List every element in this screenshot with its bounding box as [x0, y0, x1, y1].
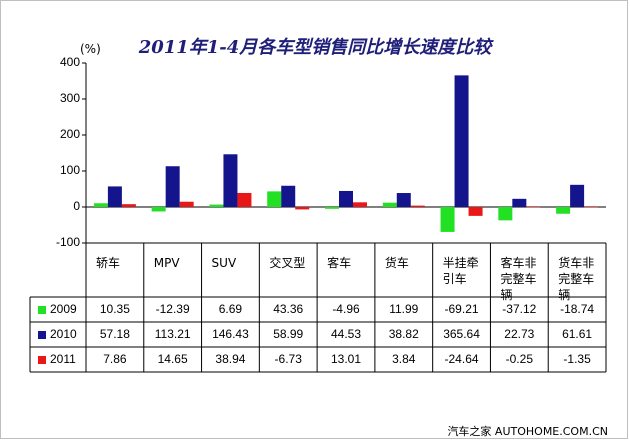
- category-label: 客车非完整车辆: [500, 256, 537, 302]
- category-label: 轿车: [96, 256, 121, 270]
- bar-2011-0: [121, 204, 136, 207]
- table-value: -0.25: [505, 352, 533, 366]
- bar-2009-7: [498, 207, 513, 221]
- bar-2010-2: [223, 154, 238, 207]
- y-tick-label: 200: [59, 127, 80, 141]
- bar-2009-1: [151, 207, 166, 212]
- table-value: 58.99: [273, 327, 304, 341]
- bar-2010-0: [107, 186, 122, 207]
- category-label: MPV: [153, 256, 180, 270]
- bar-2010-8: [570, 184, 585, 207]
- table-value: 13.01: [330, 352, 361, 366]
- category-label: 半挂牵引车: [442, 256, 479, 286]
- table-value: 38.82: [388, 327, 419, 341]
- table-value: -69.21: [444, 302, 479, 316]
- legend-label-2011: 2011: [50, 352, 76, 366]
- table-value: 22.73: [504, 327, 535, 341]
- legend-label-2009: 2009: [50, 302, 77, 316]
- legend-label-2010: 2010: [50, 327, 77, 341]
- table-value: 113.21: [154, 327, 191, 341]
- legend-key-2009: [38, 306, 46, 314]
- table-value: 10.35: [99, 302, 130, 316]
- table-value: 43.36: [273, 302, 304, 316]
- table-value: 14.65: [157, 352, 188, 366]
- bar-2011-8: [584, 207, 599, 208]
- bar-2011-5: [410, 205, 425, 207]
- y-tick-label: -100: [55, 235, 80, 249]
- table-value: 44.53: [330, 327, 361, 341]
- category-label: 客车: [327, 256, 352, 270]
- table-value: 365.64: [443, 327, 480, 341]
- table-value: -37.12: [502, 302, 537, 316]
- bar-2011-6: [468, 207, 483, 216]
- table-value: 146.43: [212, 327, 249, 341]
- bar-2009-8: [556, 207, 571, 214]
- table-value: 7.86: [103, 352, 127, 366]
- table-value: 61.61: [562, 327, 593, 341]
- y-axis-unit: (%): [80, 42, 101, 56]
- table-value: 38.94: [215, 352, 246, 366]
- table-value: 3.84: [392, 352, 416, 366]
- bar-2010-6: [454, 75, 469, 207]
- bar-2009-0: [93, 203, 108, 207]
- bar-2009-4: [325, 207, 339, 209]
- bar-2011-3: [295, 207, 310, 210]
- bar-2010-5: [396, 193, 411, 207]
- category-label: SUV: [211, 256, 237, 270]
- bar-2011-4: [353, 202, 367, 207]
- legend-key-2011: [38, 356, 46, 364]
- table-value: -1.35: [563, 352, 591, 366]
- bar-2009-3: [267, 191, 282, 207]
- bar-2009-5: [382, 202, 397, 207]
- bar-2010-1: [165, 166, 180, 207]
- table-value: 11.99: [389, 302, 419, 316]
- bar-2009-6: [440, 207, 455, 232]
- bar-2011-7: [526, 207, 541, 208]
- bar-2011-2: [237, 192, 252, 207]
- watermark: 汽车之家 AUTOHOME.COM.CN: [447, 425, 608, 438]
- category-label: 货车: [384, 256, 409, 270]
- bar-2011-1: [179, 201, 194, 207]
- bar-2010-4: [339, 190, 353, 207]
- bar-2009-2: [209, 204, 224, 207]
- bar-2010-3: [281, 185, 296, 207]
- table-value: -12.39: [155, 302, 190, 316]
- category-label: 货车非完整车辆: [558, 256, 595, 302]
- table-value: -4.96: [332, 302, 360, 316]
- table-value: 57.18: [99, 327, 130, 341]
- legend-key-2010: [38, 331, 46, 339]
- table-value: -6.73: [274, 352, 302, 366]
- table-value: 6.69: [218, 302, 243, 316]
- table-value: -18.74: [560, 302, 595, 316]
- y-tick-label: 400: [59, 55, 80, 69]
- y-tick-label: 100: [59, 163, 80, 177]
- chart-title: 2011年1-4月各车型销售同比增长速度比较: [138, 37, 492, 58]
- y-tick-label: 0: [73, 199, 80, 213]
- category-label: 交叉型: [269, 256, 306, 270]
- bar-2010-7: [512, 198, 527, 207]
- y-tick-label: 300: [59, 91, 80, 105]
- table-value: -24.64: [444, 352, 479, 366]
